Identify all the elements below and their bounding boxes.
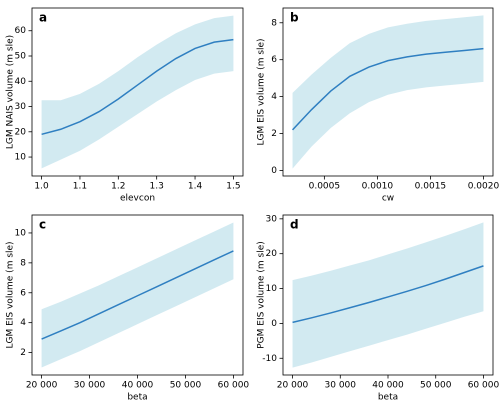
x-tick-label: 50 000 [420, 381, 452, 391]
x-tick-label: 0.0010 [362, 182, 394, 192]
y-tick-label: 8 [271, 18, 277, 28]
y-axis-label: LGM NAIS volume (m sle) [6, 35, 16, 149]
y-tick-label: 0 [271, 319, 277, 329]
panel-letter: b [290, 11, 299, 25]
x-tick-label: 40 000 [372, 381, 404, 391]
x-tick-label: 0.0020 [468, 182, 500, 192]
axes-frame [282, 7, 494, 177]
y-tick-label: 2 [20, 348, 26, 358]
y-tick-label: 20 [15, 127, 27, 137]
confidence-band [292, 222, 484, 368]
y-tick-label: 10 [266, 284, 278, 294]
mean-line [291, 47, 484, 131]
mean-line [41, 38, 234, 136]
x-tick-label: 20 000 [26, 381, 58, 391]
x-tick-label: 1.3 [150, 182, 164, 192]
panel-letter: d [290, 218, 299, 232]
y-tick-label: 40 [15, 77, 27, 87]
x-tick-label: 1.0 [34, 182, 49, 192]
y-tick-label: 6 [271, 55, 277, 65]
x-tick-label: 1.4 [188, 182, 203, 192]
y-tick-label: 4 [271, 92, 277, 102]
x-tick-label: 60 000 [468, 381, 500, 391]
x-axis-label: cw [382, 194, 394, 204]
x-tick-label: 50 000 [170, 381, 202, 391]
y-axis-label: LGM EIS volume (m sle) [257, 38, 267, 145]
x-tick-label: 30 000 [325, 381, 357, 391]
y-tick-label: 10 [15, 228, 27, 238]
y-axis-label: LGM EIS volume (m sle) [6, 241, 16, 348]
y-tick-label: 30 [15, 102, 27, 112]
y-tick-label: 10 [15, 153, 27, 163]
x-axis-label: beta [127, 393, 147, 403]
x-tick-label: 30 000 [74, 381, 106, 391]
axes-frame [31, 7, 244, 177]
y-tick-label: 0 [271, 166, 277, 176]
x-tick-label: 40 000 [122, 381, 154, 391]
x-tick-label: 60 000 [218, 381, 250, 391]
y-tick-label: 20 [266, 249, 278, 259]
y-tick-label: 30 [266, 214, 278, 224]
confidence-band [292, 15, 484, 169]
y-tick-label: 50 [15, 52, 27, 62]
x-tick-label: 1.5 [226, 182, 240, 192]
x-tick-label: 20 000 [277, 381, 309, 391]
y-axis-label: PGM EIS volume (m sle) [257, 241, 267, 349]
panel-letter: c [39, 218, 46, 232]
x-tick-label: 1.2 [111, 182, 125, 192]
x-tick-label: 1.1 [73, 182, 87, 192]
mean-line [41, 250, 234, 340]
panel-letter: a [39, 11, 47, 25]
y-tick-label: -10 [262, 354, 277, 364]
y-tick-label: 8 [20, 258, 26, 268]
y-tick-label: 4 [20, 318, 26, 328]
confidence-band [41, 15, 234, 169]
mean-line [292, 265, 484, 324]
x-axis-label: beta [378, 393, 398, 403]
y-tick-label: 6 [20, 288, 26, 298]
y-tick-label: 2 [271, 129, 277, 139]
y-tick-label: 60 [15, 26, 27, 36]
x-tick-label: 0.0015 [415, 182, 447, 192]
x-axis-label: elevcon [120, 194, 155, 204]
x-tick-label: 0.0005 [309, 182, 341, 192]
